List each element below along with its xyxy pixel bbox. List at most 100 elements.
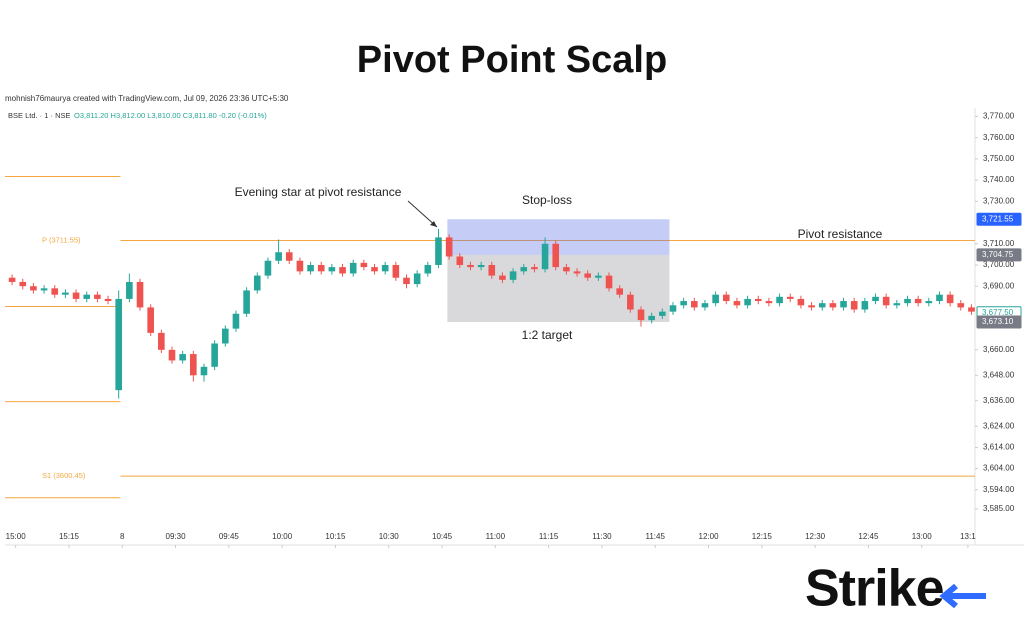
y-tick-label: 3,710.00 (983, 239, 1015, 248)
x-tick-label: 11:45 (646, 532, 666, 541)
candle-body (275, 252, 282, 261)
candle-body (360, 262, 368, 268)
price-label: 3,673.10 (982, 317, 1014, 326)
candle-body (19, 281, 27, 287)
candle-body (733, 301, 741, 306)
x-tick-label: 11:30 (592, 532, 612, 541)
pivot-level-label: S1 (3600.45) (42, 471, 86, 480)
candle-body (94, 294, 101, 299)
x-tick-label: 11:15 (539, 532, 559, 541)
annotation: Stop-loss (522, 193, 572, 207)
x-tick-label: 15:15 (59, 532, 80, 541)
candle-body (701, 303, 709, 308)
candle-body (861, 301, 869, 310)
candle-body (264, 260, 272, 276)
candle-body (307, 264, 314, 272)
candle-body (786, 296, 794, 299)
candle-body (296, 260, 304, 272)
candle-body (40, 288, 48, 291)
candle-body (115, 298, 123, 391)
candle-body (62, 292, 69, 295)
candle-body (435, 237, 442, 265)
candle-body (136, 281, 144, 308)
candle-body (499, 275, 506, 280)
x-tick-label: 12:45 (858, 532, 879, 541)
x-tick-label: 15:00 (6, 532, 27, 541)
candle-body (190, 354, 197, 376)
candle-body (712, 294, 719, 304)
candle-body (659, 311, 666, 316)
y-tick-label: 3,740.00 (983, 175, 1015, 184)
candle-body (30, 286, 37, 291)
candle-body (744, 298, 751, 306)
x-tick-label: 13:00 (912, 532, 933, 541)
candle-body (627, 294, 634, 310)
candle-body (850, 301, 858, 310)
candle-body (200, 366, 208, 376)
x-tick-label: 13:1 (960, 532, 976, 541)
candle-body (339, 267, 346, 274)
candle-body (456, 256, 464, 265)
y-tick-label: 3,585.00 (983, 504, 1015, 513)
y-tick-label: 3,750.00 (983, 154, 1015, 163)
candle-body (168, 349, 176, 361)
price-label: 3,677.50 (982, 308, 1014, 317)
candle-body (797, 298, 805, 306)
x-tick-label: 12:15 (752, 532, 773, 541)
candle-body (477, 264, 485, 268)
candle-body (595, 275, 602, 278)
y-tick-label: 3,624.00 (983, 421, 1015, 430)
candle-body (893, 303, 901, 306)
candle-body (317, 264, 325, 272)
ohlc-legend: O3,811.20 H3,812.00 L3,810.00 C3,811.80 … (74, 111, 267, 120)
candle-body (605, 275, 613, 289)
candle-body (808, 305, 815, 308)
candle-body (563, 267, 570, 272)
candle-body (104, 298, 112, 302)
price-label-box (976, 315, 1022, 329)
candle-body (776, 296, 783, 304)
price-label-box (976, 248, 1022, 262)
candle-body (8, 277, 16, 282)
candle-body (445, 237, 453, 257)
candle-body (253, 275, 261, 291)
x-tick-label: 12:30 (805, 532, 826, 541)
candle-body (968, 307, 975, 312)
candle-body (381, 264, 389, 272)
candle-body (754, 298, 762, 302)
candle-body (147, 307, 154, 333)
candle-body (232, 313, 240, 329)
price-label: 3,721.55 (982, 214, 1014, 223)
candle-body (840, 301, 847, 308)
logo: Strike (805, 560, 944, 618)
symbol: BSE Ltd. · 1 · NSE (8, 111, 71, 120)
candle-body (51, 288, 59, 295)
y-tick-label: 3,770.00 (983, 112, 1015, 121)
candle-body (648, 315, 655, 321)
candle-body (403, 277, 410, 285)
y-tick-label: 3,730.00 (983, 196, 1015, 205)
y-tick-label: 3,690.00 (983, 281, 1015, 290)
candle-body (936, 294, 943, 302)
y-tick-label: 3,648.00 (983, 370, 1015, 379)
x-tick-label: 10:15 (325, 532, 346, 541)
price-label-box (976, 212, 1022, 226)
x-tick-label: 12:00 (699, 532, 720, 541)
candle-body (413, 273, 421, 285)
candle-body (328, 267, 336, 272)
candle-body (467, 264, 474, 268)
candle-body (83, 294, 91, 299)
candle-body (531, 267, 538, 270)
candle-body (573, 271, 581, 274)
y-tick-label: 3,604.00 (983, 464, 1015, 473)
candle-body (818, 303, 826, 308)
candle-body (765, 301, 773, 304)
candle-body (872, 296, 879, 302)
candle-body (72, 292, 80, 299)
annotation: Evening star at pivot resistance (235, 185, 402, 199)
candle-body (584, 273, 592, 278)
candle-body (179, 354, 186, 361)
y-tick-label: 3,594.00 (983, 485, 1015, 494)
